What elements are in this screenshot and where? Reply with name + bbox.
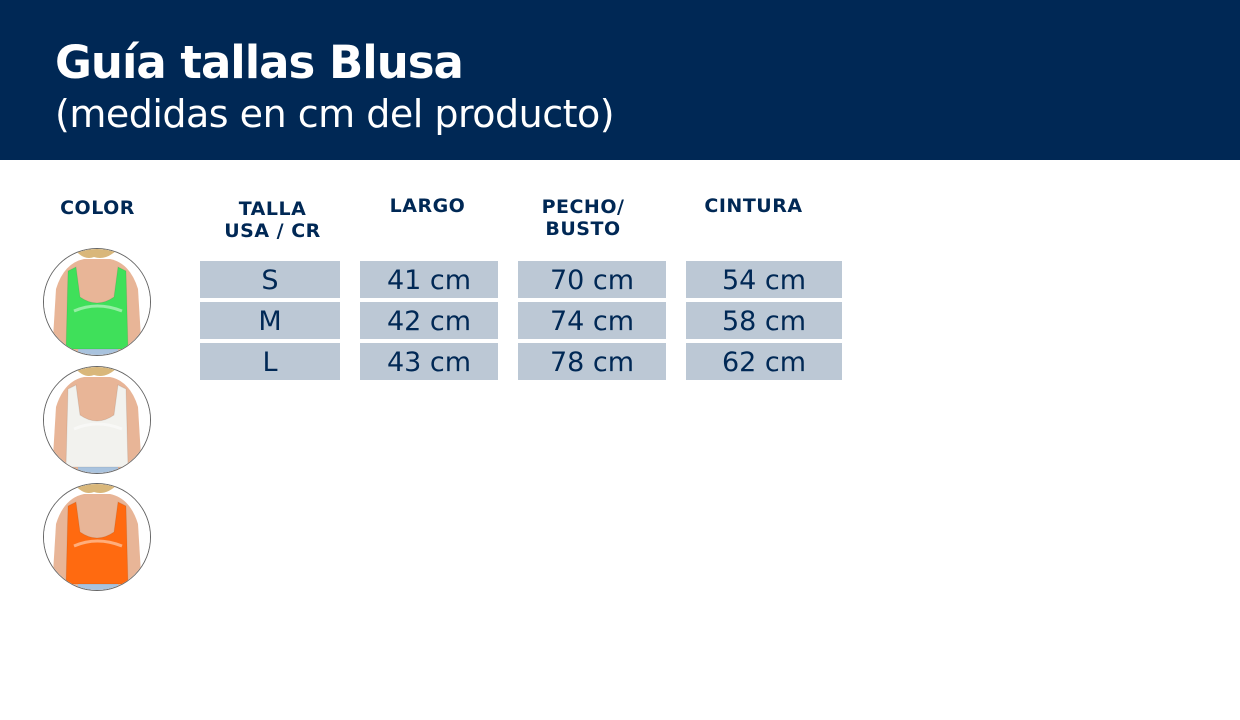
column-header-pecho-line1: PECHO/ bbox=[541, 196, 625, 218]
cell-pecho: 78 cm bbox=[518, 343, 666, 380]
cell-largo: 42 cm bbox=[360, 302, 498, 339]
column-header-color: COLOR bbox=[60, 197, 135, 219]
column-header-pecho-line2: BUSTO bbox=[545, 218, 621, 240]
cell-talla: M bbox=[200, 302, 340, 339]
cell-cintura: 58 cm bbox=[686, 302, 842, 339]
model-image bbox=[44, 367, 150, 473]
color-swatch-green bbox=[43, 248, 151, 356]
cell-cintura: 62 cm bbox=[686, 343, 842, 380]
page-subtitle: (medidas en cm del producto) bbox=[55, 92, 615, 136]
cell-cintura: 54 cm bbox=[686, 261, 842, 298]
cell-talla: L bbox=[200, 343, 340, 380]
column-header-talla: TALLA USA / CR bbox=[200, 198, 345, 242]
model-image bbox=[44, 249, 150, 355]
column-header-cintura: CINTURA bbox=[704, 195, 803, 217]
column-header-pecho: PECHO/ BUSTO bbox=[518, 196, 648, 240]
column-header-largo: LARGO bbox=[389, 195, 466, 217]
header-banner: Guía tallas Blusa (medidas en cm del pro… bbox=[0, 0, 1240, 160]
cell-largo: 41 cm bbox=[360, 261, 498, 298]
page-title: Guía tallas Blusa bbox=[55, 36, 464, 89]
model-image bbox=[44, 484, 150, 590]
column-header-talla-line2: USA / CR bbox=[224, 220, 321, 242]
cell-largo: 43 cm bbox=[360, 343, 498, 380]
color-swatch-white bbox=[43, 366, 151, 474]
column-header-talla-line1: TALLA bbox=[238, 198, 307, 220]
cell-pecho: 70 cm bbox=[518, 261, 666, 298]
cell-talla: S bbox=[200, 261, 340, 298]
color-swatch-orange bbox=[43, 483, 151, 591]
cell-pecho: 74 cm bbox=[518, 302, 666, 339]
